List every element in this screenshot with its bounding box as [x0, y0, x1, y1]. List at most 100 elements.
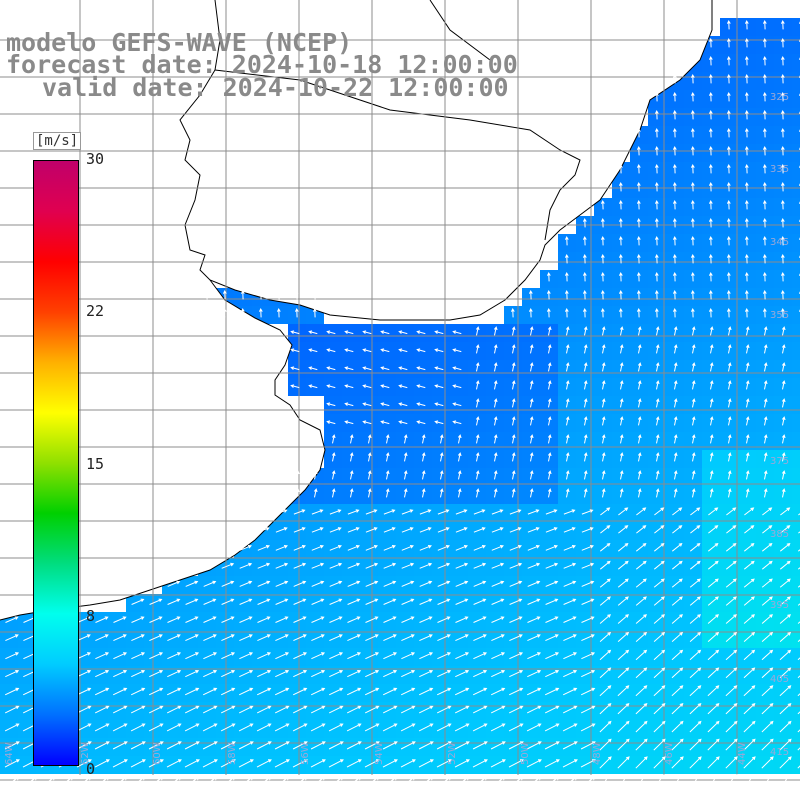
wind-arrow	[617, 614, 629, 624]
wind-arrow	[581, 616, 595, 623]
wind-arrow	[312, 289, 317, 300]
wind-arrow	[383, 509, 396, 515]
wind-arrow	[762, 271, 767, 282]
wind-arrow	[473, 562, 487, 569]
wind-arrow	[727, 452, 732, 462]
wind-cell	[792, 648, 800, 666]
wind-arrow	[401, 509, 414, 515]
wind-arrow	[583, 326, 588, 336]
wind-arrow	[439, 452, 444, 462]
wind-arrow	[257, 562, 271, 569]
wind-arrow	[546, 307, 551, 318]
wind-arrow	[653, 560, 665, 570]
wind-arrow	[563, 670, 578, 678]
wind-arrow	[653, 685, 666, 697]
wind-arrow	[708, 91, 713, 102]
wind-arrow	[509, 652, 524, 660]
wind-arrow	[779, 542, 791, 552]
wind-arrow	[635, 649, 648, 661]
wind-arrow	[744, 163, 749, 174]
wind-arrow	[365, 580, 379, 587]
wind-arrow	[727, 470, 732, 480]
wind-arrow	[547, 416, 552, 426]
wind-arrow	[202, 777, 219, 786]
wind-arrow	[203, 598, 217, 605]
wind-arrow	[526, 687, 542, 696]
wind-arrow	[671, 702, 684, 715]
wind-arrow	[745, 452, 750, 462]
wind-arrow	[328, 777, 345, 786]
wind-arrow	[527, 634, 541, 642]
wind-arrow	[565, 398, 570, 408]
wind-arrow	[346, 777, 363, 786]
wind-arrow	[455, 598, 469, 605]
wind-arrow	[564, 289, 569, 300]
wind-arrow	[362, 402, 372, 407]
wind-arrow	[77, 652, 92, 660]
wind-arrow	[619, 470, 624, 480]
wind-arrow	[671, 756, 684, 769]
wind-arrow	[113, 670, 128, 678]
wind-arrow	[380, 366, 390, 371]
wind-arrow	[727, 434, 732, 444]
wind-arrow	[761, 774, 774, 787]
wind-arrow	[455, 527, 468, 533]
wind-arrow	[635, 685, 648, 697]
wind-cell	[792, 162, 800, 180]
wind-cell	[792, 198, 800, 216]
wind-arrow	[275, 670, 290, 678]
wind-arrow	[582, 235, 587, 246]
wind-arrow	[76, 759, 92, 768]
wind-arrow	[726, 235, 731, 246]
wind-arrow	[690, 163, 695, 174]
wind-arrow	[654, 127, 659, 138]
wind-arrow	[294, 289, 299, 300]
wind-arrow	[655, 488, 660, 498]
wind-arrow	[617, 596, 629, 606]
wind-arrow	[708, 145, 713, 156]
wind-arrow	[689, 720, 702, 733]
wind-cell	[792, 72, 800, 90]
wind-arrow	[257, 598, 271, 605]
wind-arrow	[689, 596, 701, 606]
wind-arrow	[762, 199, 767, 210]
wind-arrow	[326, 384, 336, 389]
wind-arrow	[690, 181, 695, 192]
wind-arrow	[184, 687, 200, 696]
wind-arrow	[781, 362, 786, 372]
wind-arrow	[385, 470, 390, 480]
latitude-label: 355	[770, 310, 789, 321]
wind-arrow	[400, 759, 416, 768]
wind-arrow	[709, 488, 714, 498]
wind-arrow	[290, 384, 300, 389]
wind-arrow	[362, 384, 372, 389]
wind-arrow	[239, 562, 253, 569]
wind-arrow	[401, 580, 415, 587]
wind-arrow	[419, 634, 433, 642]
wind-arrow	[347, 545, 360, 551]
wind-arrow	[689, 756, 702, 769]
wind-arrow	[655, 416, 660, 426]
wind-arrow	[382, 705, 398, 714]
wind-arrow	[344, 348, 354, 353]
wind-arrow	[563, 634, 577, 642]
wind-arrow	[311, 527, 324, 533]
lat-lon-grid	[0, 0, 800, 781]
wind-arrow	[655, 362, 660, 372]
wind-arrow	[148, 687, 164, 696]
wind-arrow	[781, 398, 786, 408]
wind-arrow	[725, 756, 738, 769]
wind-arrow	[293, 634, 307, 642]
wind-arrow	[167, 670, 182, 678]
wind-arrow	[672, 271, 677, 282]
wind-arrow	[473, 580, 487, 587]
wind-arrow	[690, 73, 695, 84]
wind-arrow	[618, 271, 623, 282]
wind-arrow	[131, 598, 145, 605]
wind-arrow	[491, 598, 505, 605]
wind-arrow	[328, 759, 344, 768]
wind-arrow	[691, 434, 696, 444]
wind-arrow	[148, 759, 164, 768]
wind-arrow	[365, 652, 380, 660]
